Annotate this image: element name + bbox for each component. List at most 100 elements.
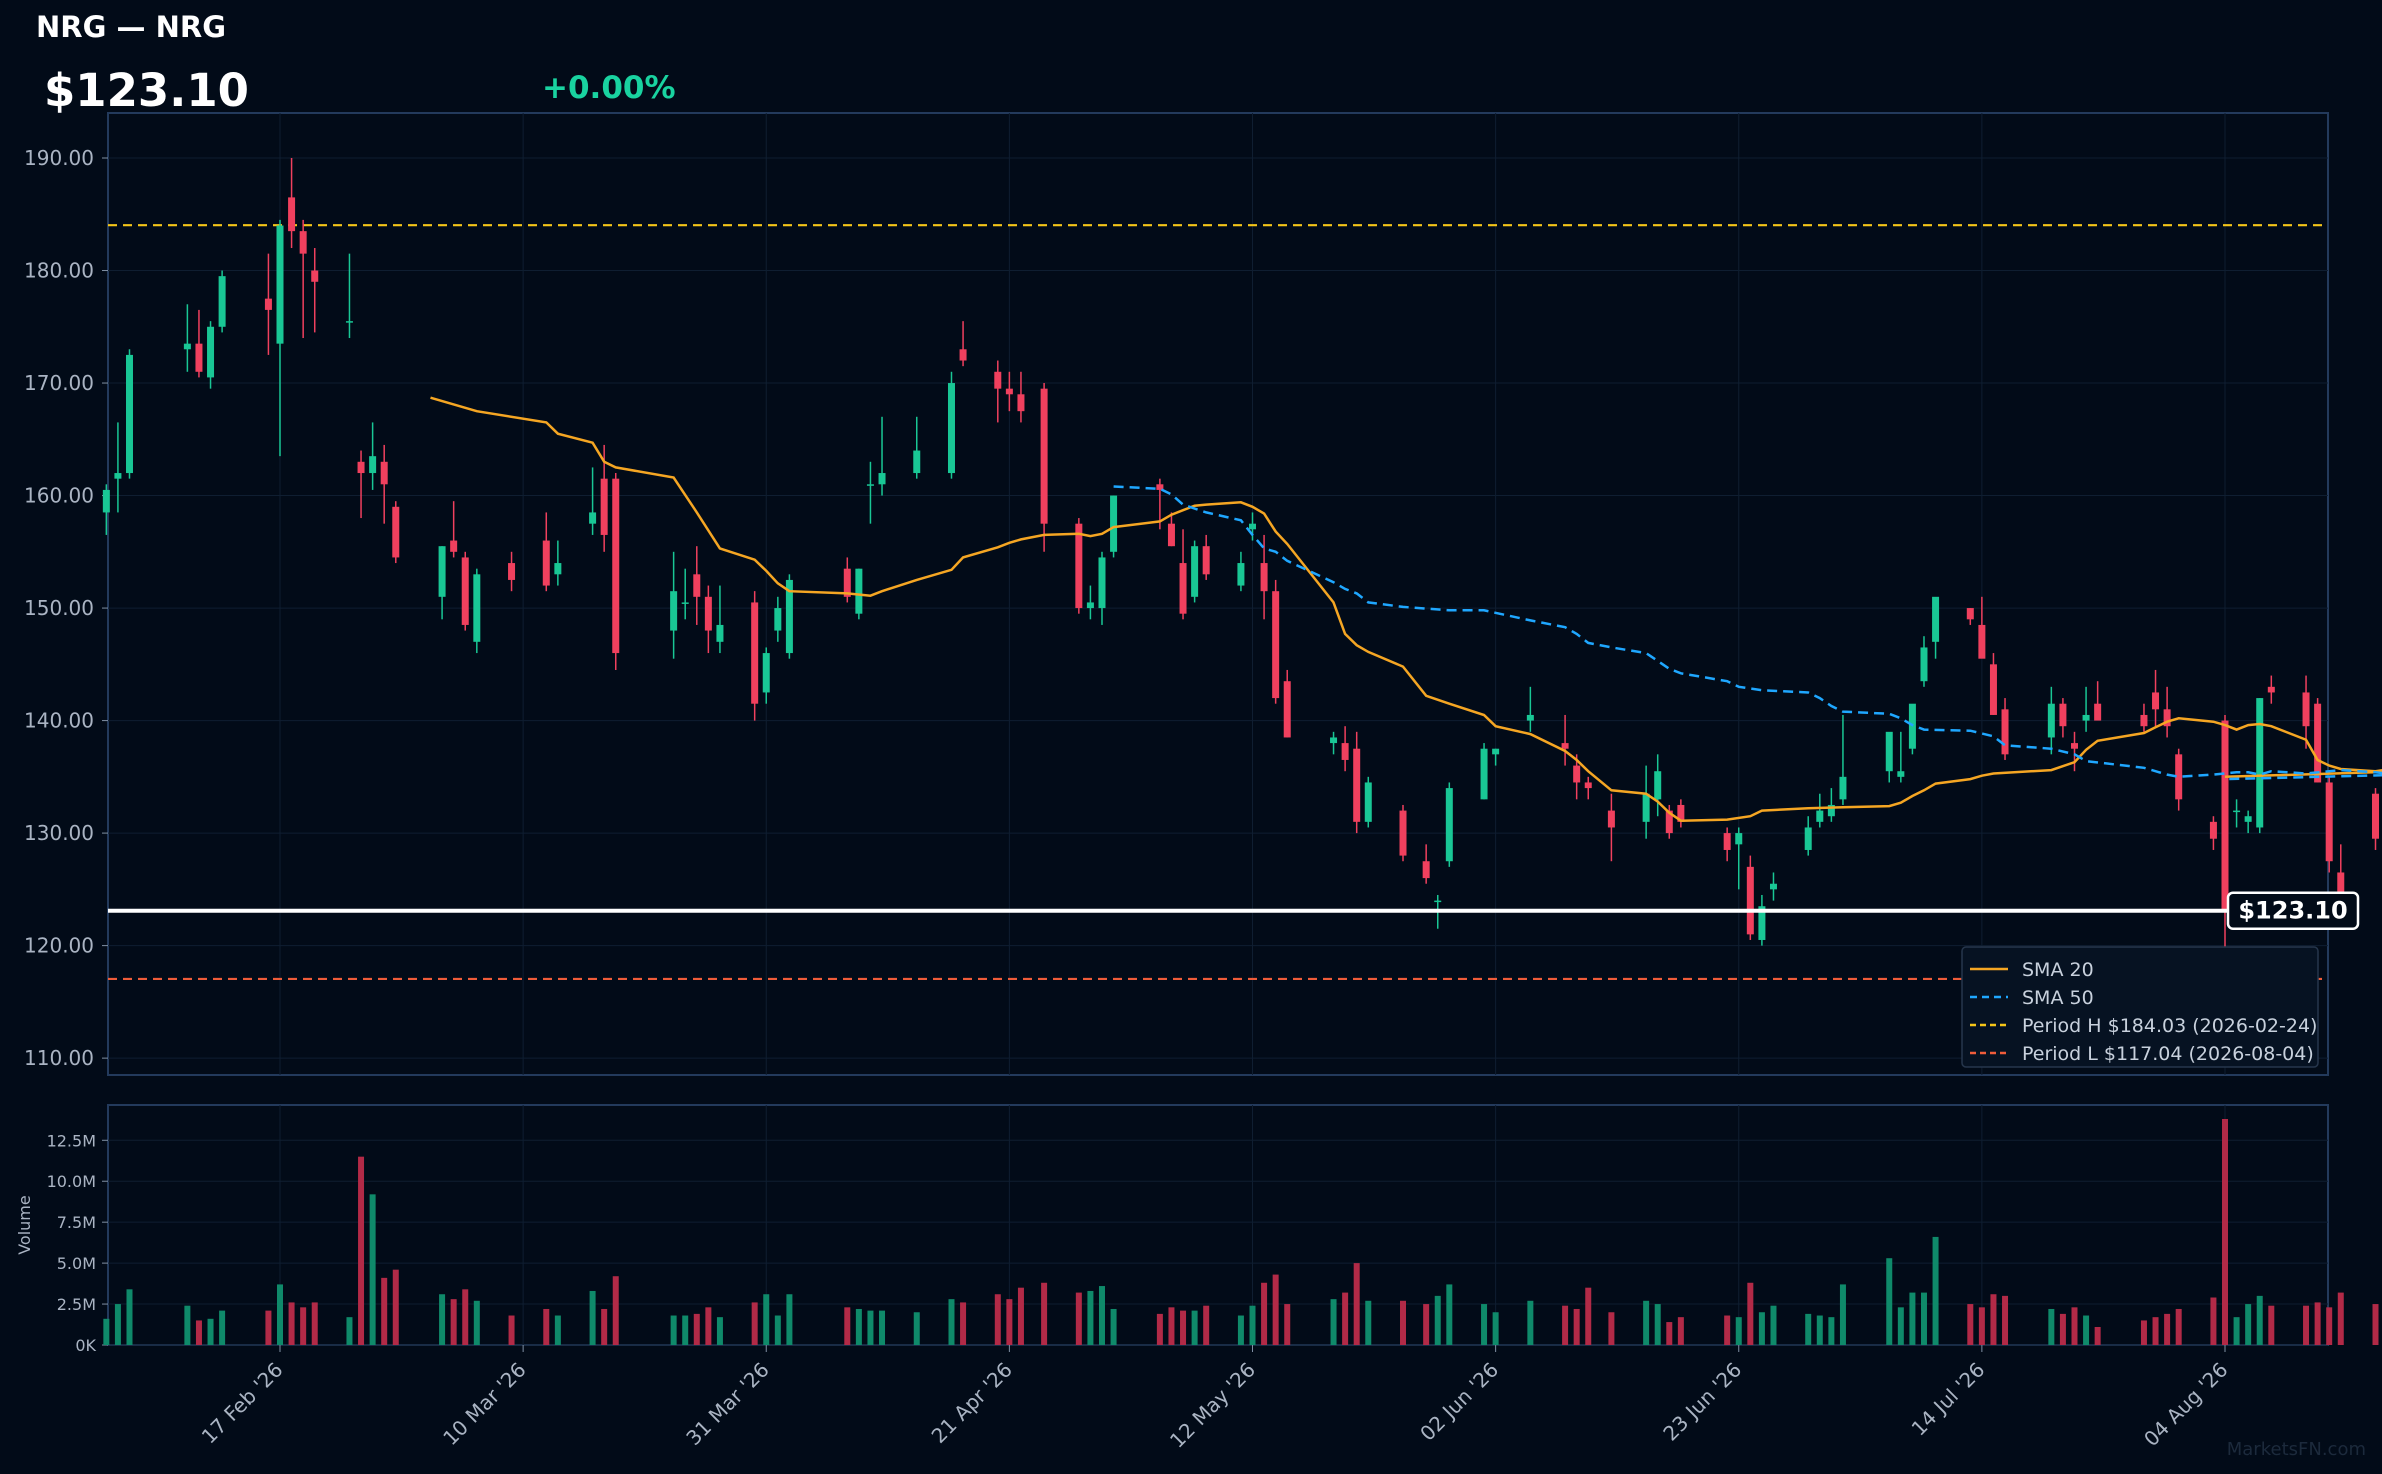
- candle-down: [542, 540, 550, 586]
- candle-down: [1723, 833, 1731, 850]
- candle-down: [1399, 810, 1407, 856]
- volume-tick-label: 2.5M: [57, 1295, 96, 1314]
- volume-tick-label: 10.0M: [47, 1172, 96, 1191]
- volume-bar: [473, 1300, 480, 1345]
- volume-bar: [774, 1315, 781, 1345]
- volume-tick-label: 12.5M: [47, 1131, 96, 1150]
- candle-down: [1966, 608, 1974, 620]
- candle-up: [1480, 748, 1488, 800]
- candle-down: [994, 371, 1002, 389]
- volume-bar: [358, 1156, 365, 1345]
- candle-up: [1492, 748, 1500, 755]
- volume-bar: [1492, 1312, 1499, 1345]
- candle-down: [2094, 703, 2102, 721]
- volume-bar: [1400, 1300, 1407, 1345]
- candle-up: [2047, 703, 2055, 738]
- candle-up: [125, 354, 133, 474]
- candle-up: [866, 484, 874, 486]
- volume-bar: [381, 1277, 388, 1345]
- volume-bar: [1677, 1317, 1684, 1345]
- volume-bar: [462, 1289, 469, 1345]
- candle-down: [380, 461, 388, 485]
- legend-box: [1961, 946, 2319, 1068]
- candle-down: [1561, 743, 1569, 749]
- volume-bar: [1573, 1308, 1580, 1345]
- candle-down: [1746, 866, 1754, 935]
- y-tick-label: 110.00: [24, 1046, 94, 1070]
- y-tick-label: 120.00: [24, 934, 94, 958]
- candle-down: [450, 540, 458, 552]
- legend-label: Period H $184.03 (2026-02-24): [2022, 1015, 2317, 1037]
- candle-up: [1249, 523, 1256, 530]
- y-tick-label: 150.00: [24, 596, 94, 620]
- volume-bar: [1481, 1304, 1488, 1345]
- candle-down: [1584, 782, 1592, 789]
- volume-bar: [554, 1315, 561, 1345]
- candle-down: [2163, 709, 2171, 727]
- candle-up: [681, 602, 689, 604]
- volume-bar: [1932, 1236, 1939, 1345]
- volume-bar: [1897, 1307, 1904, 1345]
- candle-down: [1341, 743, 1349, 760]
- candle-down: [2140, 714, 2148, 727]
- volume-bar: [184, 1305, 191, 1345]
- volume-bar: [543, 1308, 550, 1345]
- volume-bar: [195, 1320, 202, 1345]
- candle-down: [1422, 861, 1430, 879]
- candle-down: [1283, 681, 1291, 738]
- volume-bar: [508, 1315, 515, 1345]
- volume-bar: [1724, 1315, 1731, 1345]
- candle-up: [1330, 737, 1338, 744]
- volume-bar: [682, 1315, 689, 1345]
- legend: SMA 20 SMA 50 Period H $184.03 (2026-02-24…: [1961, 946, 2319, 1068]
- volume-bar: [844, 1307, 851, 1345]
- candle-up: [345, 321, 353, 323]
- candle-down: [299, 231, 307, 254]
- volume-bar: [1816, 1315, 1823, 1345]
- candle-down: [2209, 821, 2217, 839]
- candle-down: [264, 298, 272, 310]
- volume-tick-label: 0K: [75, 1336, 96, 1355]
- volume-bar: [2268, 1305, 2275, 1345]
- volume-bar: [1747, 1282, 1754, 1345]
- volume-bar: [2314, 1302, 2321, 1345]
- candle-down: [1353, 748, 1361, 822]
- volume-bar: [1967, 1304, 1974, 1345]
- volume-bar: [1805, 1313, 1812, 1345]
- volume-bar: [2337, 1292, 2344, 1345]
- candle-up: [589, 512, 597, 524]
- volume-bar: [2233, 1317, 2240, 1345]
- volume-bar: [1087, 1290, 1094, 1345]
- candle-down: [1978, 624, 1986, 659]
- volume-tick-label: 5.0M: [57, 1254, 96, 1273]
- volume-bar: [948, 1299, 955, 1345]
- volume-bar: [1168, 1307, 1175, 1345]
- volume-bar: [1839, 1284, 1846, 1345]
- volume-bar: [2175, 1308, 2182, 1345]
- x-tick-label: 04 Aug '26: [2139, 1358, 2232, 1451]
- volume-bar: [1365, 1300, 1372, 1345]
- legend-label: SMA 20: [2022, 959, 2094, 981]
- candle-up: [716, 624, 724, 642]
- volume-bar: [1909, 1292, 1916, 1345]
- x-tick-label: 23 Jun '26: [1658, 1358, 1746, 1446]
- y-tick-label: 140.00: [24, 709, 94, 733]
- x-tick-label: 14 Jul '26: [1907, 1358, 1990, 1441]
- candle-up: [1932, 596, 1940, 642]
- volume-bar: [867, 1310, 874, 1345]
- x-tick-label: 17 Feb '26: [197, 1358, 288, 1449]
- candle-up: [670, 591, 678, 631]
- candle-down: [1075, 523, 1083, 609]
- volume-bar: [786, 1294, 793, 1345]
- candle-down: [195, 343, 203, 372]
- volume-bar: [601, 1308, 608, 1345]
- legend-label: SMA 50: [2022, 987, 2094, 1009]
- candle-down: [1017, 394, 1025, 412]
- candle-down: [704, 596, 712, 631]
- candle-up: [218, 276, 226, 327]
- candle-up: [762, 653, 770, 693]
- volume-bar: [265, 1310, 272, 1345]
- candle-down: [2221, 720, 2229, 911]
- candle-down: [1040, 388, 1048, 524]
